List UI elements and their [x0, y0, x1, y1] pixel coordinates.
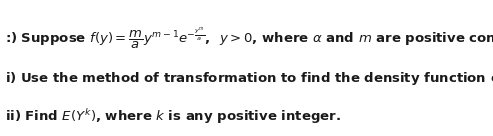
Text: i) Use the method of transformation to find the density function of U $= Y^m$.: i) Use the method of transformation to f… — [5, 70, 493, 87]
Text: :) Suppose $f(y) = \dfrac{m}{a}y^{m-1}e^{-\frac{y^m}{a}}$,  $y > 0$, where $\alp: :) Suppose $f(y) = \dfrac{m}{a}y^{m-1}e^… — [5, 25, 493, 51]
Text: ii) Find $E(Y^k)$, where $k$ is any positive integer.: ii) Find $E(Y^k)$, where $k$ is any posi… — [5, 108, 341, 126]
